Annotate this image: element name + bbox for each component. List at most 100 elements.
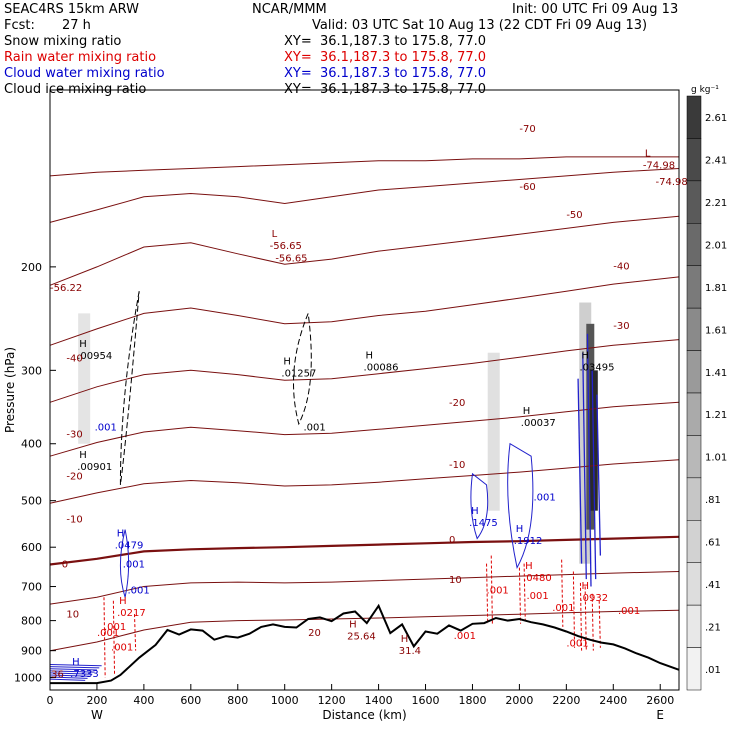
- plot-frame: [49, 89, 680, 691]
- x-tick-label: 2400: [599, 694, 627, 707]
- x-tick-label: 2000: [505, 694, 533, 707]
- extremum-value: -56.65: [270, 241, 302, 252]
- isotherm-edge-label: -30: [66, 429, 82, 440]
- colorbar-label: .81: [705, 495, 721, 506]
- field-snow-xy: XY= 36.1,187.3 to 175.8, 77.0: [284, 34, 487, 49]
- extremum-value: .1912: [514, 536, 543, 547]
- extremum-value: .01257: [281, 369, 316, 380]
- colorbar-swatch: [686, 223, 702, 266]
- isotherm-edge-label: -40: [66, 354, 82, 365]
- colorbar-swatch: [686, 435, 702, 479]
- header-init: Init: 00 UTC Fri 09 Aug 13: [512, 2, 679, 17]
- rain-water-contour: [579, 582, 583, 651]
- isotherm-edge-label: -20: [66, 471, 82, 482]
- extremum-value: .7333: [70, 669, 99, 680]
- colorbar-label: .61: [705, 538, 721, 549]
- rain-water-contour: [598, 600, 601, 648]
- y-tick-label: 500: [21, 495, 42, 508]
- contour-value-label: .001: [303, 423, 325, 434]
- contour-value-label: .001: [111, 643, 133, 654]
- cloud-water-contour: [49, 676, 88, 679]
- isotherm-label: 0: [449, 535, 455, 546]
- x-tick-label: 1800: [458, 694, 486, 707]
- contour-value-label: .001: [454, 631, 476, 642]
- header-fcst-value: 27 h: [62, 18, 91, 33]
- extremum-value: .00901: [77, 462, 112, 473]
- contour-value-label: .001: [95, 423, 117, 434]
- extremum-marker-L: L: [645, 149, 651, 160]
- extremum-value: 31.4: [399, 646, 421, 657]
- colorbar-swatch: [686, 350, 702, 394]
- header-valid: Valid: 03 UTC Sat 10 Aug 13 (22 CDT Fri …: [312, 18, 648, 33]
- extremum-value: .1475: [469, 518, 498, 529]
- cloud-water-contour: [586, 333, 592, 587]
- isotherm-label: -74.98: [656, 177, 688, 188]
- y-tick-label: 200: [21, 261, 42, 274]
- cloud-water-contour: [470, 472, 489, 540]
- contour-value-label: .001: [127, 586, 149, 597]
- colorbar-swatch: [686, 95, 702, 139]
- y-tick-label: 800: [21, 615, 42, 628]
- condensate-shading: [78, 313, 91, 444]
- extremum-value: .0217: [117, 608, 146, 619]
- x-tick-label: 1600: [412, 694, 440, 707]
- isotherm-label: -70: [519, 124, 535, 135]
- colorbar-label: 2.21: [705, 198, 727, 209]
- isotherm-label: -20: [449, 398, 465, 409]
- endpoint-east: E: [656, 708, 664, 722]
- extremum-marker-H: H: [525, 561, 533, 572]
- isotherm--30: [49, 339, 680, 403]
- header-fcst-label: Fcst:: [4, 18, 35, 33]
- condensate-shading: [487, 352, 500, 511]
- x-axis-label: Distance (km): [322, 708, 406, 722]
- rain-water-contour: [112, 600, 116, 675]
- colorbar-swatch: [686, 180, 702, 224]
- cloud-water-contour: [49, 670, 95, 673]
- cloud-water-contour: [49, 663, 102, 667]
- header-model: SEAC4RS 15km ARW: [4, 2, 140, 17]
- x-tick-label: 600: [180, 694, 201, 707]
- isotherm-label: -30: [613, 321, 629, 332]
- cloud-water-contour: [49, 666, 100, 669]
- cloud-water-contour: [49, 674, 90, 677]
- extremum-marker-H: H: [117, 528, 125, 539]
- field-snow-name: Snow mixing ratio: [4, 34, 122, 49]
- y-axis-label: Pressure (hPa): [3, 347, 17, 433]
- cloud-water-contour: [591, 370, 597, 580]
- isotherm--10: [49, 459, 680, 504]
- isotherm-0: [49, 535, 680, 566]
- isotherm-edge-label: 36: [51, 670, 64, 681]
- x-tick-label: 400: [133, 694, 154, 707]
- cloud-water-contour: [49, 668, 97, 671]
- field-rain-name: Rain water mixing ratio: [4, 50, 157, 65]
- rain-water-contour: [518, 567, 522, 624]
- snow-contour: [293, 313, 312, 426]
- rain-water-contour: [486, 563, 489, 624]
- colorbar-swatch: [686, 520, 702, 563]
- rain-water-contour: [572, 571, 576, 648]
- extremum-value: .00954: [77, 351, 112, 362]
- isotherm--60: [49, 168, 680, 223]
- isotherm-edge-label: 0: [62, 560, 68, 571]
- isotherm-label: -56.22: [50, 283, 82, 294]
- colorbar-label: 1.81: [705, 283, 727, 294]
- extremum-marker-H: H: [349, 620, 357, 631]
- colorbar-label: 1.01: [705, 453, 727, 464]
- terrain-line: [50, 603, 680, 685]
- x-tick-label: 800: [227, 694, 248, 707]
- colorbar-label: 2.41: [705, 156, 727, 167]
- field-cloudwater-name: Cloud water mixing ratio: [4, 66, 165, 81]
- colorbar-label: .01: [705, 665, 721, 676]
- contour-value-label: .001: [552, 603, 574, 614]
- extremum-value: .0932: [579, 593, 608, 604]
- colorbar-swatch: [686, 562, 702, 606]
- extremum-marker-H: H: [79, 450, 87, 461]
- endpoint-west: W: [91, 708, 103, 722]
- field-cloudwater-xy: XY= 36.1,187.3 to 175.8, 77.0: [284, 66, 487, 81]
- rain-water-contour: [103, 597, 106, 678]
- colorbar-label: .21: [705, 622, 721, 633]
- colorbar-label: .41: [705, 580, 721, 591]
- y-tick-label: 1000: [14, 672, 42, 685]
